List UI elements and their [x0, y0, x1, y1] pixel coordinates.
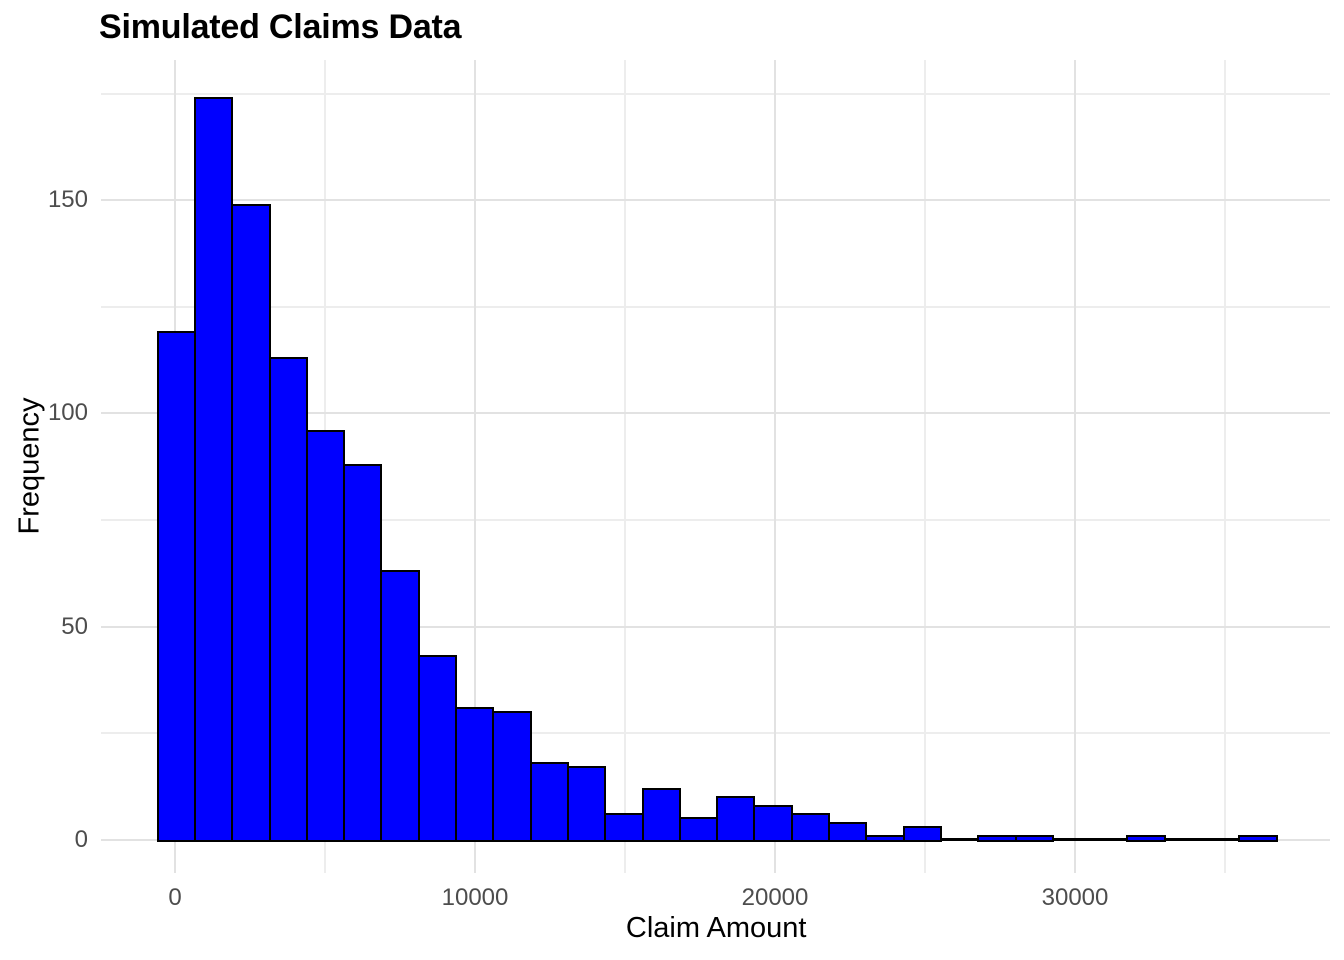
histogram-bar — [790, 813, 831, 842]
histogram-bar — [902, 826, 942, 842]
plot-panel — [101, 60, 1330, 873]
gridline-x-major — [774, 60, 776, 873]
histogram-bar — [305, 429, 346, 842]
histogram-bar — [156, 331, 196, 842]
gridline-y-minor — [101, 519, 1330, 522]
gridline-x-minor — [924, 60, 926, 873]
gridline-x-minor — [1224, 60, 1226, 873]
histogram-bar — [977, 834, 1017, 842]
histogram-bar — [753, 804, 793, 842]
gridline-x-minor — [624, 60, 626, 873]
histogram-bar — [678, 817, 719, 842]
histogram-bar — [529, 762, 569, 842]
x-tick-label: 0 — [168, 884, 182, 911]
histogram-bar — [455, 706, 495, 842]
x-tick-label: 30000 — [1041, 884, 1109, 911]
histogram-bar — [1238, 834, 1278, 842]
histogram-bar — [604, 813, 644, 842]
gridline-y-minor — [101, 92, 1330, 95]
histogram-bar — [1014, 834, 1054, 842]
histogram-bar — [492, 710, 532, 842]
y-tick-label: 0 — [74, 825, 88, 853]
gridline-y-major — [101, 412, 1330, 415]
histogram-bar — [865, 834, 905, 842]
y-tick-label: 50 — [61, 612, 88, 640]
gridline-x-major — [1074, 60, 1076, 873]
gridline-x-major — [474, 60, 476, 873]
y-tick-label: 150 — [47, 186, 88, 214]
histogram-bar — [828, 821, 868, 842]
gridline-y-minor — [101, 732, 1330, 735]
histogram-bar — [268, 357, 308, 842]
histogram-bar — [1126, 834, 1166, 842]
histogram-bar — [343, 463, 383, 842]
histogram-bar — [566, 766, 607, 842]
histogram-bar — [417, 655, 458, 842]
y-tick-label: 100 — [47, 399, 88, 427]
x-tick-label: 10000 — [441, 884, 509, 911]
chart-title: Simulated Claims Data — [99, 8, 462, 46]
histogram-bar — [380, 570, 420, 842]
histogram-bar — [193, 96, 234, 842]
histogram-bar — [231, 203, 271, 842]
x-axis-title: Claim Amount — [625, 912, 807, 944]
x-tick-label: 20000 — [741, 884, 809, 911]
gridline-y-minor — [101, 305, 1330, 308]
histogram-bar — [641, 787, 681, 842]
gridline-y-major — [101, 199, 1330, 202]
gridline-y-major — [101, 625, 1330, 628]
histogram-bar — [716, 796, 756, 842]
